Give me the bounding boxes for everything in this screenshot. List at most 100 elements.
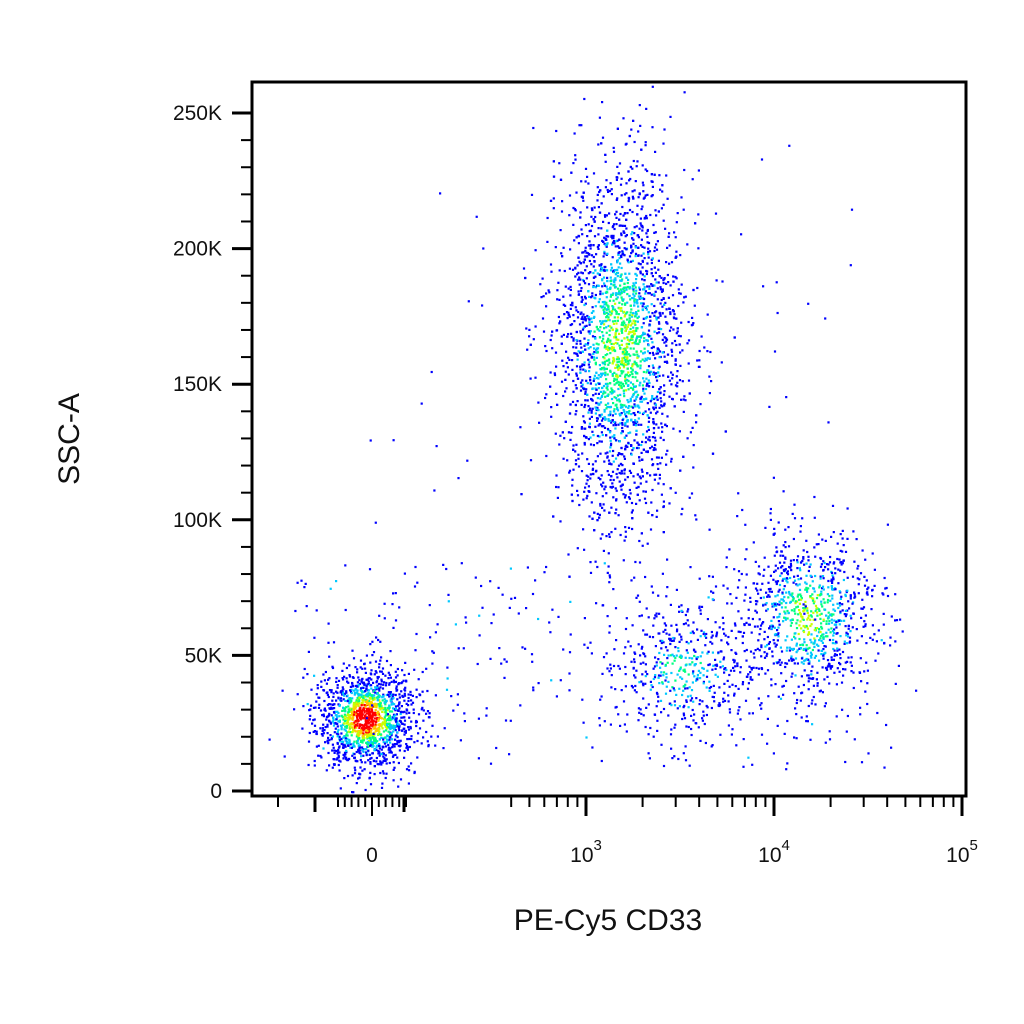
data-point [597, 247, 600, 250]
data-point [369, 713, 372, 716]
data-point [742, 631, 746, 634]
data-point [364, 690, 367, 693]
data-point [604, 371, 607, 374]
data-point [581, 379, 584, 382]
data-point [608, 329, 611, 332]
data-point [674, 384, 678, 387]
data-point [616, 407, 619, 410]
data-point [621, 363, 624, 366]
data-point [822, 654, 825, 657]
data-point [338, 738, 342, 741]
data-point [384, 708, 387, 711]
data-point [568, 471, 571, 474]
data-point [364, 718, 367, 721]
data-point [645, 480, 648, 483]
data-point [632, 293, 635, 296]
data-point [596, 455, 599, 458]
data-point [821, 587, 824, 590]
data-point [597, 387, 600, 390]
data-point [836, 557, 839, 561]
data-point [346, 774, 350, 778]
data-point [647, 334, 650, 337]
data-point [617, 251, 620, 255]
data-point [671, 373, 674, 376]
data-point [582, 498, 585, 501]
data-point [604, 367, 607, 370]
data-point [623, 353, 626, 356]
data-point [586, 175, 589, 178]
data-point [627, 375, 630, 378]
data-point [775, 551, 778, 554]
data-point [606, 388, 609, 391]
data-point [392, 707, 395, 710]
data-point [653, 231, 656, 234]
data-point [762, 604, 765, 607]
data-point [362, 754, 365, 757]
data-point [791, 672, 794, 675]
data-point [611, 308, 615, 311]
data-point [374, 704, 377, 707]
data-point [849, 597, 852, 600]
data-point [640, 148, 643, 151]
data-point [610, 392, 613, 395]
data-point [381, 672, 385, 675]
data-point [626, 476, 629, 479]
data-point [841, 650, 845, 654]
data-point [599, 320, 602, 323]
data-point [813, 546, 816, 549]
data-point [573, 320, 576, 323]
data-point [631, 375, 634, 379]
data-point [608, 341, 612, 344]
data-point [802, 662, 805, 665]
data-point [360, 678, 364, 681]
data-point [350, 722, 354, 725]
data-point [652, 373, 655, 376]
data-point [646, 450, 649, 454]
data-point [698, 359, 701, 362]
data-point [369, 734, 372, 737]
data-point [562, 246, 565, 249]
data-point [803, 625, 806, 628]
data-point [620, 234, 623, 237]
data-point [806, 607, 809, 610]
data-point [394, 714, 397, 717]
data-point [805, 562, 808, 565]
data-point [571, 478, 574, 481]
data-point [688, 392, 691, 395]
data-point [774, 645, 777, 648]
data-point [579, 262, 582, 265]
data-point [356, 732, 359, 735]
data-point [387, 691, 390, 694]
data-point [624, 373, 627, 376]
data-point [525, 327, 528, 330]
data-point [679, 254, 682, 257]
data-point [647, 292, 650, 295]
data-point [789, 576, 792, 580]
data-point [667, 281, 670, 284]
data-point [659, 666, 662, 669]
data-point [631, 372, 634, 376]
data-point [650, 261, 653, 265]
data-point [812, 684, 815, 687]
data-point [796, 595, 799, 598]
data-point [340, 742, 343, 746]
data-point [649, 474, 652, 477]
data-point [800, 627, 803, 630]
data-point [385, 727, 388, 730]
data-point [619, 279, 622, 282]
data-point [388, 761, 391, 765]
data-point [589, 436, 592, 439]
data-point [372, 738, 376, 741]
data-point [343, 715, 346, 718]
data-point [612, 150, 616, 153]
data-point [342, 709, 345, 712]
data-point [661, 430, 664, 433]
data-point [621, 303, 624, 306]
data-point [367, 743, 370, 746]
data-point [359, 758, 362, 762]
data-point [626, 325, 629, 328]
data-point [340, 737, 343, 740]
data-point [815, 543, 818, 546]
data-point [374, 739, 377, 742]
data-point [376, 740, 379, 743]
